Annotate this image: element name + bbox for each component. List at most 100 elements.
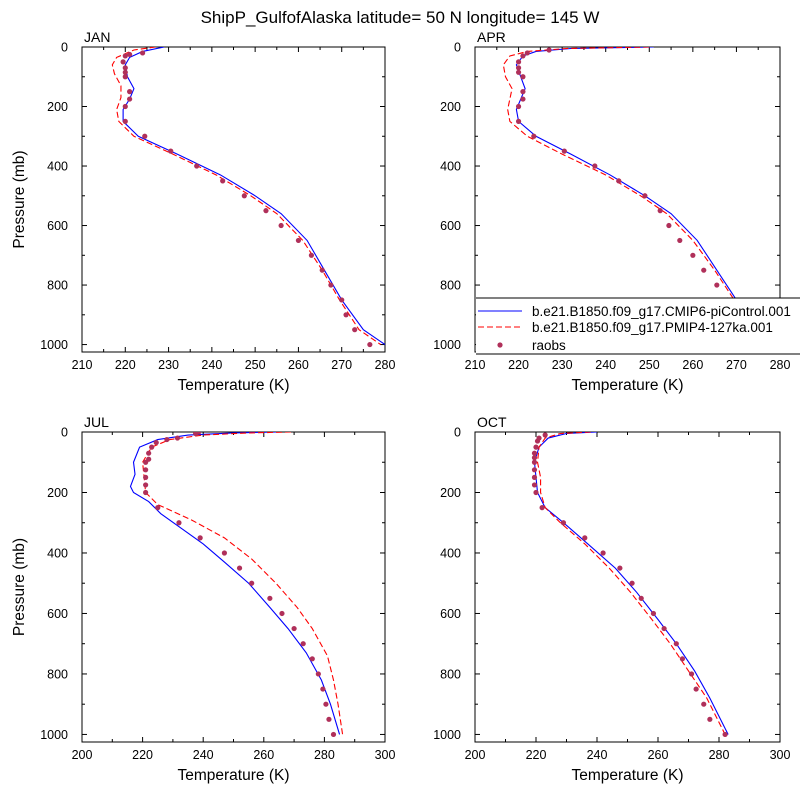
panel-jul: 200 220 240 260 280 300 0 200 400 600 800 1000 Tempe…	[11, 414, 395, 784]
raobs-point	[714, 282, 720, 288]
raobs-point	[221, 550, 228, 556]
cmip6-picontrol-line	[122, 47, 385, 346]
raobs-point	[143, 474, 149, 480]
raobs-point	[193, 432, 199, 437]
raobs-point	[279, 610, 285, 617]
legend: b.e21.B1850.f09_g17.CMIP6-piControl.001b…	[476, 297, 800, 355]
panel-label: OCT	[477, 414, 507, 430]
x-axis-label: Temperature (K)	[178, 377, 290, 394]
raobs-point	[693, 686, 699, 692]
raobs-point	[701, 701, 707, 707]
y-tick-label: 400	[47, 546, 68, 560]
raobs-point	[339, 297, 345, 303]
y-tick-label: 400	[440, 160, 461, 174]
y-tick-label: 200	[47, 486, 68, 500]
y-tick-label: 800	[440, 279, 461, 293]
raobs-point	[531, 133, 537, 139]
raobs-point	[236, 565, 243, 571]
x-tick-label: 250	[639, 358, 660, 372]
raobs-point	[690, 252, 696, 258]
x-tick-label: 260	[253, 748, 274, 762]
raobs-point	[164, 436, 170, 443]
y-tick-label: 1000	[433, 338, 461, 352]
raobs-point	[707, 716, 713, 722]
x-tick-label: 280	[709, 748, 730, 762]
raobs-point	[143, 459, 149, 465]
panel-oct: 200 220 240 260 280 300 0 200 400 600 800 1000 Tempe…	[433, 414, 790, 784]
y-axis-label: Pressure (mb)	[11, 150, 28, 248]
y-tick-label: 800	[47, 667, 68, 681]
y-tick-label: 200	[440, 486, 461, 500]
raobs-point	[520, 53, 526, 59]
panel-jan: 210 220 230 240 250 260 270 280 0 200 400 600 800 100…	[11, 29, 395, 394]
raobs-point	[600, 550, 606, 556]
raobs-point	[263, 208, 269, 214]
raobs-point	[677, 237, 683, 244]
raobs-point	[142, 133, 148, 139]
raobs-point	[127, 51, 133, 58]
raobs-point	[241, 193, 247, 199]
raobs-point	[629, 580, 635, 586]
raobs-point	[533, 489, 539, 496]
raobs-point	[531, 455, 538, 461]
x-tick-label: 220	[132, 748, 153, 762]
raobs-point	[267, 595, 273, 601]
raobs-point	[531, 459, 538, 465]
x-tick-label: 280	[770, 358, 791, 372]
raobs-point	[352, 327, 358, 333]
raobs-point	[143, 489, 149, 496]
raobs-point	[194, 163, 200, 169]
panel-label: APR	[477, 29, 506, 45]
x-tick-label: 220	[526, 748, 547, 762]
y-tick-label: 400	[47, 160, 68, 174]
x-tick-label: 200	[465, 748, 486, 762]
raobs-point	[582, 535, 588, 541]
y-tick-label: 400	[440, 546, 461, 560]
raobs-point	[515, 59, 522, 65]
raobs-point	[534, 438, 541, 444]
raobs-point	[515, 69, 522, 75]
raobs-point	[657, 208, 663, 214]
pmip4-127ka-line	[502, 47, 776, 345]
raobs-point	[524, 50, 530, 56]
raobs-point	[666, 222, 672, 229]
raobs-point	[515, 103, 522, 110]
y-tick-label: 800	[440, 667, 461, 681]
raobs-point	[520, 96, 526, 102]
raobs-point	[688, 671, 695, 677]
x-tick-label: 220	[115, 358, 136, 372]
x-tick-label: 240	[587, 748, 608, 762]
series-group	[129, 432, 344, 738]
x-tick-label: 240	[201, 358, 222, 372]
y-tick-label: 0	[454, 426, 461, 440]
raobs-point	[315, 671, 321, 677]
y-tick-label: 1000	[433, 728, 461, 742]
raobs-point	[146, 450, 152, 456]
series-group	[111, 47, 385, 348]
raobs-point	[122, 118, 128, 124]
raobs-point	[638, 595, 644, 601]
raobs-point	[561, 148, 567, 154]
y-tick-label: 0	[61, 426, 68, 440]
raobs-point	[122, 69, 128, 75]
x-tick-label: 260	[288, 358, 309, 372]
raobs-point	[320, 686, 326, 692]
y-tick-label: 600	[47, 607, 68, 621]
legend-box	[476, 298, 800, 354]
raobs-point	[531, 482, 538, 488]
y-tick-label: 0	[61, 41, 68, 55]
raobs-point	[343, 312, 349, 318]
cmip6-picontrol-line	[129, 432, 341, 735]
legend-label: raobs	[532, 338, 566, 353]
x-tick-label: 250	[245, 358, 266, 372]
raobs-point	[153, 439, 159, 446]
raobs-point	[531, 474, 538, 480]
x-tick-label: 260	[682, 358, 703, 372]
x-tick-label: 240	[193, 748, 214, 762]
raobs-point	[326, 716, 332, 722]
pmip4-127ka-line	[142, 432, 344, 735]
x-tick-label: 270	[331, 358, 352, 372]
raobs-point	[122, 74, 128, 80]
raobs-point	[127, 89, 133, 95]
raobs-point	[197, 535, 203, 541]
